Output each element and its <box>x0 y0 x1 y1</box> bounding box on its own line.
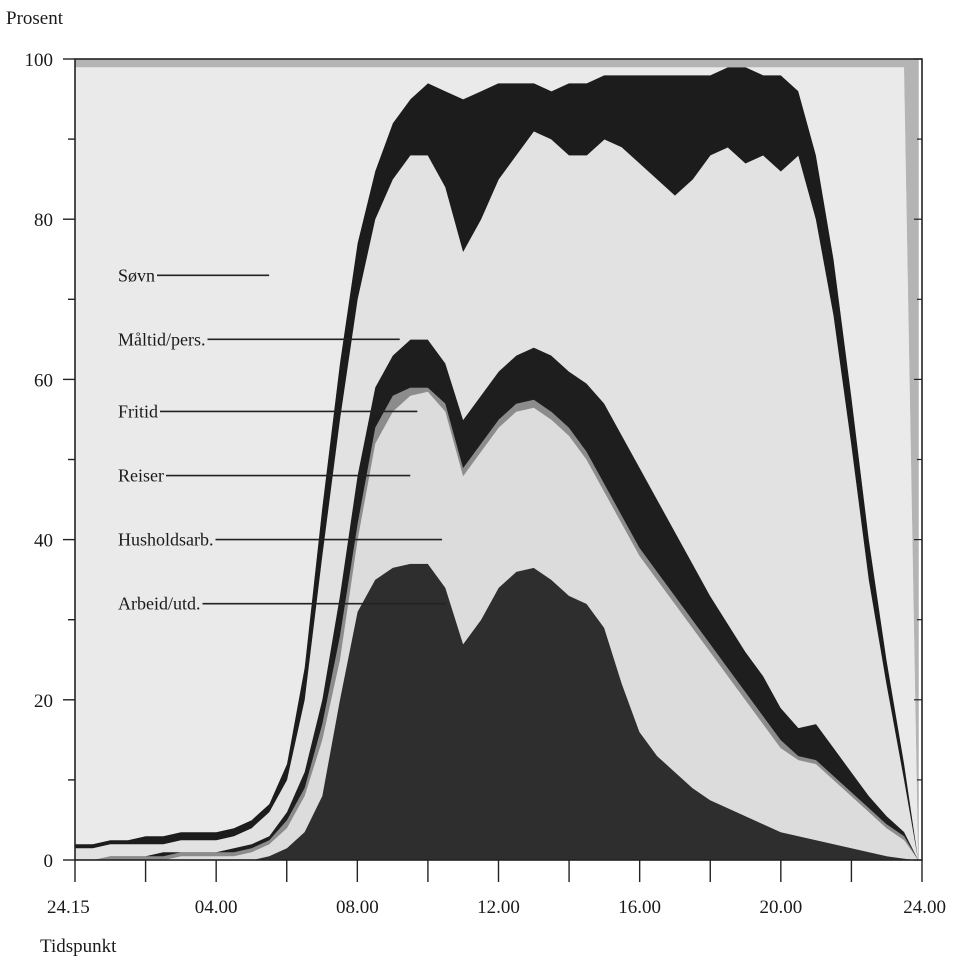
x-tick-label: 20.00 <box>759 897 802 918</box>
x-axis-title: Tidspunkt <box>40 936 117 957</box>
y-tick-label: 20 <box>34 691 53 712</box>
y-tick-label: 60 <box>34 370 53 391</box>
y-axis-title: Prosent <box>6 8 64 29</box>
legend-item-maltid-pers: Måltid/pers. <box>118 329 400 349</box>
legend-label: Fritid <box>118 401 158 421</box>
legend-item-sovn: Søvn <box>118 265 270 285</box>
legend-item-arbeid-utd: Arbeid/utd. <box>118 594 446 614</box>
x-tick-label: 04.00 <box>195 897 238 918</box>
legend-label: Måltid/pers. <box>118 329 206 349</box>
legend-label: Reiser <box>118 466 164 486</box>
legend-label: Arbeid/utd. <box>118 594 201 614</box>
legend-item-husholdsarb: Husholdsarb. <box>118 530 443 550</box>
y-tick-label: 40 <box>34 531 53 552</box>
x-tick-label: 12.00 <box>477 897 520 918</box>
legend-item-fritid: Fritid <box>118 401 418 421</box>
y-tick-label: 0 <box>44 851 54 872</box>
y-tick-label: 100 <box>25 50 54 71</box>
x-tick-label: 16.00 <box>618 897 661 918</box>
x-tick-label: 08.00 <box>336 897 379 918</box>
legend-label: Husholdsarb. <box>118 530 214 550</box>
axes: 0 20 40 60 80 100 24.15 04.00 08.00 12.00 16.00 20.… <box>25 50 947 918</box>
legend: Søvn Måltid/pers. Fritid Reiser Husholdsarb.… <box>118 265 446 614</box>
legend-item-reiser: Reiser <box>118 466 411 486</box>
y-tick-label: 80 <box>34 210 53 231</box>
stacked-areas <box>74 58 920 861</box>
legend-label: Søvn <box>118 265 155 285</box>
x-tick-label: 24.00 <box>903 897 946 918</box>
x-tick-label: 24.15 <box>47 897 90 918</box>
